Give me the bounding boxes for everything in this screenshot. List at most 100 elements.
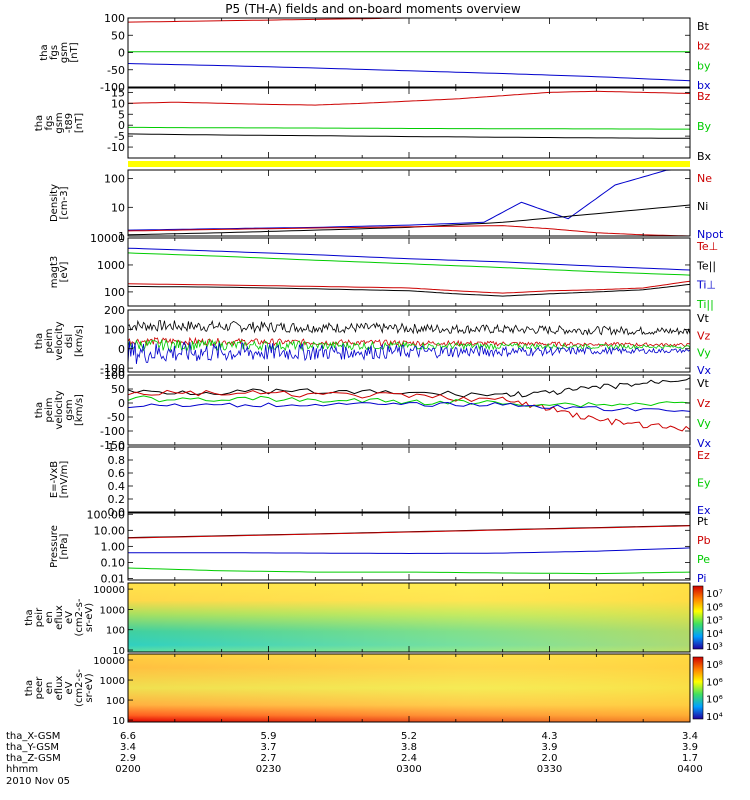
- y-axis-label: magt3: [49, 256, 60, 289]
- colorbar-label: 10⁶: [706, 677, 723, 688]
- series-Ti⊥-line: [127, 247, 691, 271]
- y-tick-label: -10: [107, 141, 125, 154]
- y-tick-label: 0.01: [101, 572, 126, 585]
- legend-Ne: Ne: [697, 172, 712, 185]
- yellow-band: [128, 161, 690, 167]
- y-tick-label: 10000: [90, 232, 125, 245]
- y-tick-label: 5: [118, 108, 125, 121]
- y-tick-label: 10: [111, 201, 125, 214]
- y-tick-label: 10: [112, 646, 125, 657]
- y-axis-label: Pressure: [49, 525, 60, 568]
- y-tick-label: 100: [106, 626, 125, 637]
- y-tick-label: 0.10: [101, 556, 126, 569]
- x-row-label: tha_Y-GSM: [6, 742, 59, 753]
- panel-frame: [127, 512, 691, 581]
- y-tick-label: 1.00: [101, 540, 126, 553]
- legend-Ni: Ni: [697, 200, 708, 213]
- x-row-value: 0200: [115, 764, 140, 775]
- y-tick-label: -150: [100, 439, 125, 452]
- y-axis-label: [mV/m]: [59, 461, 70, 499]
- y-tick-label: 15: [111, 86, 125, 99]
- y-tick-label: 0: [118, 47, 125, 60]
- series-Te||-line: [127, 283, 691, 297]
- legend-Bt: Bt: [697, 20, 710, 33]
- panel-10: 10⁸ 10⁶ 10⁶ 10⁴ 10000 1000 100 10 tha peer en eflux…: [24, 653, 723, 727]
- legend-bz: bz: [697, 40, 710, 53]
- x-row-value: 6.6: [120, 731, 136, 742]
- legend-Ex: Ex: [697, 504, 711, 517]
- colorbar: [692, 585, 704, 650]
- series-bx-line: [127, 63, 691, 82]
- y-axis-label: eflux: [54, 605, 65, 630]
- colorbar-label: 10⁴: [706, 712, 723, 723]
- legend-Ez: Ez: [697, 449, 710, 462]
- y-axis-label: peim: [44, 328, 55, 353]
- y-tick-label: -50: [107, 64, 125, 77]
- y-axis-label: sr-eV): [84, 603, 95, 632]
- legend-Vt: Vt: [697, 377, 710, 390]
- x-row-value: 0300: [396, 764, 421, 775]
- x-row-value: 3.8: [401, 742, 417, 753]
- panel-frame: [127, 446, 691, 513]
- y-tick-label: 10.00: [94, 524, 126, 537]
- y-axis-label: peir: [34, 607, 45, 627]
- y-axis-label: peer: [34, 676, 45, 700]
- x-row-value: 5.2: [401, 731, 417, 742]
- legend-Vx: Vx: [697, 364, 712, 377]
- y-tick-label: 10: [111, 97, 125, 110]
- y-axis-label: [nT]: [74, 113, 85, 133]
- colorbar-label: 10⁸: [706, 660, 723, 671]
- y-tick-label: 1000: [100, 676, 125, 687]
- y-axis-label: fgs: [49, 45, 60, 60]
- y-axis-label: velocity: [54, 390, 65, 429]
- y-axis-label: sr-eV): [84, 673, 95, 702]
- figure-title: P5 (TH-A) fields and on-board moments ov…: [225, 2, 521, 16]
- y-tick-label: 50: [111, 383, 125, 396]
- colorbar-label: 10⁶: [706, 695, 723, 706]
- y-tick-label: 50: [111, 29, 125, 42]
- y-tick-label: 1000: [100, 605, 125, 616]
- x-row-value: 1.7: [682, 753, 698, 764]
- y-tick-label: 10000: [93, 656, 125, 667]
- y-axis-label: (cm2-s-: [74, 669, 85, 707]
- panel-5: 200 100 0 -100-120 Vt Vz Vy Vx tha peim velocity ds…: [34, 304, 712, 379]
- y-tick-label: 200: [104, 304, 125, 317]
- x-row-value: 3.4: [120, 742, 136, 753]
- series-Ne-line: [127, 225, 691, 237]
- y-axis-label: -t89: [64, 113, 75, 133]
- y-tick-label: -100: [100, 362, 125, 375]
- series-Vt-line: [127, 319, 691, 336]
- y-tick-label: -50: [107, 411, 125, 424]
- series-Te⊥-line: [127, 280, 691, 294]
- y-axis-label: tha: [24, 680, 35, 696]
- y-tick-label: -100: [100, 425, 125, 438]
- legend-Pi: Pi: [697, 572, 706, 585]
- y-tick-label: 0: [118, 343, 125, 356]
- x-row-value: 0230: [256, 764, 281, 775]
- series-Ni-line: [127, 204, 691, 236]
- x-row-label: hhmm: [6, 764, 38, 775]
- legend-Ey: Ey: [697, 477, 711, 490]
- legend-Pt: Pt: [697, 515, 709, 528]
- series-Pi-line: [128, 547, 691, 555]
- x-row-value: 2.0: [542, 753, 558, 764]
- legend-Npot: Npot: [697, 228, 724, 241]
- series-Ti||-line: [127, 252, 691, 276]
- y-axis-label: en: [44, 611, 55, 624]
- y-axis-label: en: [44, 682, 55, 695]
- x-row-value: 3.9: [542, 742, 558, 753]
- y-axis-label: [km/s]: [74, 394, 85, 426]
- y-axis-label: eV: [64, 611, 75, 624]
- y-tick-label: 100: [104, 323, 125, 336]
- series-Vt-line: [127, 377, 691, 398]
- legend-Ti⊥: Ti⊥: [696, 279, 716, 292]
- series-Vx-line: [127, 340, 691, 365]
- x-row-value: 3.7: [261, 742, 277, 753]
- panel-7: 1.00.80.60.40.20.0 Ez Ey Ex E=-VxB [mV/m]: [49, 441, 711, 519]
- y-tick-label: 100: [106, 696, 125, 707]
- legend-Ti||: Ti||: [696, 298, 714, 311]
- y-axis-label: gsm: [59, 42, 70, 63]
- y-axis-label: dsl: [64, 334, 75, 348]
